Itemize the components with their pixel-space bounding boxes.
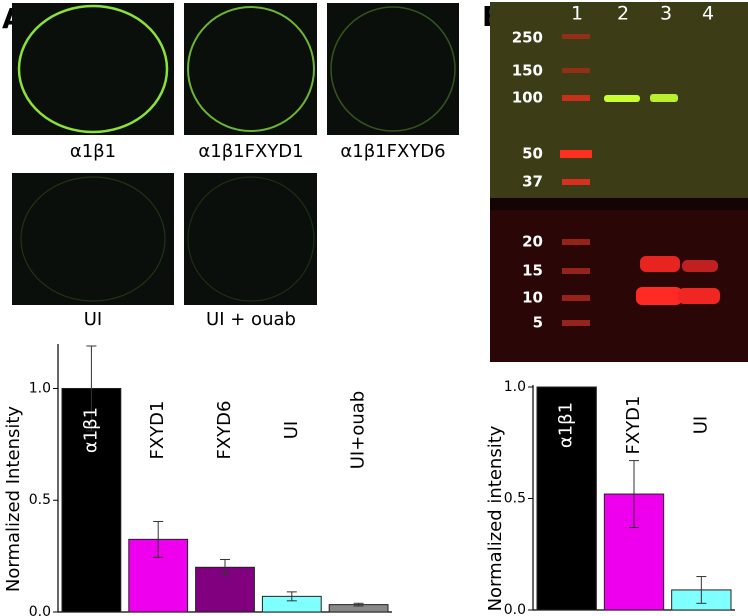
lane-label: 4: [702, 3, 714, 25]
y-axis-label: Normalized Intensity: [3, 406, 24, 592]
micrographs: [12, 3, 459, 305]
marker-label: 15: [522, 262, 543, 280]
bar-label: α1β1: [556, 402, 577, 448]
lane-label: 3: [660, 3, 672, 25]
bar-label: FXYD1: [623, 396, 644, 455]
marker-label: 50: [522, 145, 543, 163]
lane-label: 1: [571, 3, 583, 25]
bar-label: UI: [281, 421, 302, 439]
lane-label: 2: [617, 3, 629, 25]
y-tick-label: 0.0: [29, 604, 51, 616]
bar-label: α1β1: [80, 407, 101, 453]
caption: α1β1FXYD6: [340, 141, 445, 162]
y-tick-label: 1.0: [29, 380, 51, 396]
caption: UI + ouab: [206, 309, 296, 330]
bar: [536, 386, 597, 611]
marker-label: 100: [512, 89, 543, 107]
caption: α1β1FXYD1: [198, 141, 303, 162]
bar-label: FXYD6: [214, 401, 235, 460]
marker-label: 250: [512, 29, 543, 47]
y-tick-label: 0.5: [504, 491, 526, 507]
marker-label: 20: [522, 233, 543, 251]
y-tick-label: 0.5: [29, 492, 51, 508]
caption: UI: [84, 309, 102, 330]
bar-label: FXYD1: [147, 401, 168, 460]
marker-label: 5: [533, 314, 543, 332]
marker-label: 150: [512, 62, 543, 80]
y-tick-label: 0.0: [504, 602, 526, 616]
bar-label: UI: [690, 416, 711, 434]
y-tick-label: 1.0: [504, 379, 526, 395]
marker-label: 10: [522, 289, 543, 307]
western-blot: [490, 2, 748, 362]
y-axis-label: Normalized intensity: [485, 425, 506, 611]
bar-label: UI+ouab: [348, 391, 369, 469]
marker-label: 37: [522, 173, 543, 191]
caption: α1β1: [70, 141, 116, 162]
